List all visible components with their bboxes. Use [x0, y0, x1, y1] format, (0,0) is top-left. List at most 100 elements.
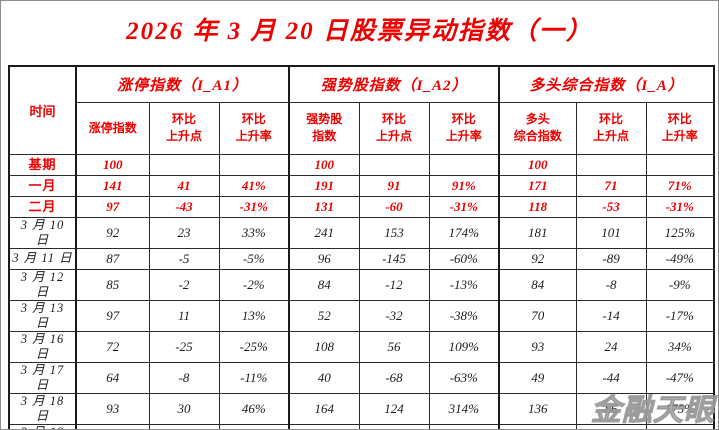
- table-cell: 87: [75, 247, 150, 270]
- table-cell: 125%: [645, 216, 715, 249]
- table-cell: 41%: [218, 174, 290, 197]
- table-cell: -2%: [218, 268, 290, 301]
- table-cell: -31%: [218, 195, 290, 218]
- table-cell: -9%: [645, 268, 715, 301]
- table-cell: -51%: [218, 423, 290, 429]
- table-cell: 100: [288, 153, 360, 176]
- sub-header: 环比 上升点: [358, 101, 430, 155]
- table-cell: -53: [575, 195, 647, 218]
- table-cell: 101: [575, 216, 647, 249]
- table-cell: 131: [288, 195, 360, 218]
- table-row: 3 月 17 日 64 -8 -11% 40 -68 -63% 49 -44 -47%: [8, 361, 715, 394]
- table-row: 二月 97 -43 -31% 131 -60 -31% 118 -53 -31%: [8, 195, 715, 218]
- group-header-1: 强势股指数（I_A2）: [288, 65, 500, 103]
- table-cell: 92: [75, 216, 150, 249]
- table-cell: 41: [148, 174, 220, 197]
- table-cell: 71%: [645, 174, 715, 197]
- table-cell: 91%: [428, 174, 500, 197]
- table-cell: -96: [575, 423, 647, 429]
- table-header: 时间 涨停指数（I_A1） 强势股指数（I_A2） 多头综合指数（I_A） 涨停指数…: [8, 65, 715, 155]
- table-cell: [428, 153, 500, 176]
- row-label: 3 月 11 日: [8, 247, 77, 270]
- table-cell: 56: [358, 330, 430, 363]
- table-cell: 23: [148, 216, 220, 249]
- table-cell: -31%: [645, 195, 715, 218]
- table-cell: [358, 153, 430, 176]
- row-label: 3 月 19 日: [8, 423, 77, 429]
- table-cell: -60%: [428, 247, 500, 270]
- table-cell: 118: [498, 195, 577, 218]
- table-cell: 70: [498, 299, 577, 332]
- row-label: 3 月 16 日: [8, 330, 77, 363]
- time-column-header: 时间: [8, 65, 77, 155]
- sub-header: 环比 上升点: [575, 101, 647, 155]
- table-cell: 191: [288, 174, 360, 197]
- table-cell: -63%: [428, 361, 500, 394]
- table-cell: 33%: [218, 216, 290, 249]
- row-label: 一月: [8, 174, 77, 197]
- table-body: 基期 100 100 100 一月 141 41 41% 191 91 91% 171 71 71% 二月 9…: [8, 153, 715, 429]
- table-cell: 109%: [428, 330, 500, 363]
- table-cell: 171: [498, 174, 577, 197]
- table-cell: 175%: [645, 392, 715, 425]
- table-cell: 24: [575, 330, 647, 363]
- table-cell: 141: [75, 174, 150, 197]
- row-label: 二月: [8, 195, 77, 218]
- group-header-row: 时间 涨停指数（I_A1） 强势股指数（I_A2） 多头综合指数（I_A）: [8, 65, 715, 155]
- table-cell: -12: [358, 268, 430, 301]
- table-cell: -48: [148, 423, 220, 429]
- table-cell: -2: [148, 268, 220, 301]
- sub-header: 强势股 指数: [288, 101, 360, 155]
- table-cell: 92: [498, 247, 577, 270]
- sub-header: 环比 上升点: [148, 101, 220, 155]
- table-cell: 34%: [645, 330, 715, 363]
- table-row: 3 月 19 日46-48-51%35-129-79%39-96-71%: [8, 423, 715, 429]
- table-cell: -47%: [645, 361, 715, 394]
- table-cell: 46: [75, 423, 150, 429]
- table-cell: 52: [288, 299, 360, 332]
- table-row: 基期 100 100 100: [8, 153, 715, 176]
- table-cell: -44: [575, 361, 647, 394]
- table-cell: [218, 153, 290, 176]
- table-cell: 72: [75, 330, 150, 363]
- row-label: 3 月 10 日: [8, 216, 77, 249]
- row-label: 3 月 17 日: [8, 361, 77, 394]
- table-cell: 164: [288, 392, 360, 425]
- table-cell: 35: [288, 423, 360, 429]
- table-cell: -8: [148, 361, 220, 394]
- sub-header: 环比 上升率: [428, 101, 500, 155]
- table-cell: 40: [288, 361, 360, 394]
- table-cell: 84: [498, 268, 577, 301]
- table-cell: [645, 153, 715, 176]
- table-cell: [575, 153, 647, 176]
- group-header-0: 涨停指数（I_A1）: [74, 65, 290, 103]
- table-cell: 100: [75, 153, 150, 176]
- table-cell: -31%: [428, 195, 500, 218]
- table-row: 3 月 16 日 72 -25 -25% 108 56 109% 93 24 34%: [8, 330, 715, 363]
- table-cell: 153: [358, 216, 430, 249]
- table-cell: -25: [148, 330, 220, 363]
- table-row: 3 月 18 日 93 30 46% 164 124 314% 136 86 175%: [8, 392, 715, 425]
- table-cell: -5%: [218, 247, 290, 270]
- table-cell: -60: [358, 195, 430, 218]
- sub-header: 环比 上升率: [218, 101, 290, 155]
- row-label: 3 月 18 日: [8, 392, 77, 425]
- table-cell: 124: [358, 392, 430, 425]
- table-cell: -49%: [645, 247, 715, 270]
- table-cell: -89: [575, 247, 647, 270]
- table-cell: -43: [148, 195, 220, 218]
- table-cell: 241: [288, 216, 360, 249]
- table-cell: -71%: [645, 423, 715, 429]
- table-cell: -38%: [428, 299, 500, 332]
- page-title: 2026 年 3 月 20 日股票异动指数（一）: [126, 18, 593, 45]
- row-label: 基期: [8, 153, 77, 176]
- table-cell: -79%: [428, 423, 500, 429]
- table-cell: 93: [75, 392, 150, 425]
- table-cell: -129: [358, 423, 430, 429]
- table-cell: 84: [288, 268, 360, 301]
- sub-header-row: 涨停指数 环比 上升点 环比 上升率 强势股 指数 环比 上升点 环比 上升率 多头 综合指…: [9, 101, 715, 155]
- row-label: 3 月 13 日: [8, 299, 77, 332]
- table-row: 3 月 10 日 92 23 33% 241 153 174% 181 101 125%: [8, 216, 715, 249]
- table-cell: 97: [75, 195, 150, 218]
- table-cell: 93: [498, 330, 577, 363]
